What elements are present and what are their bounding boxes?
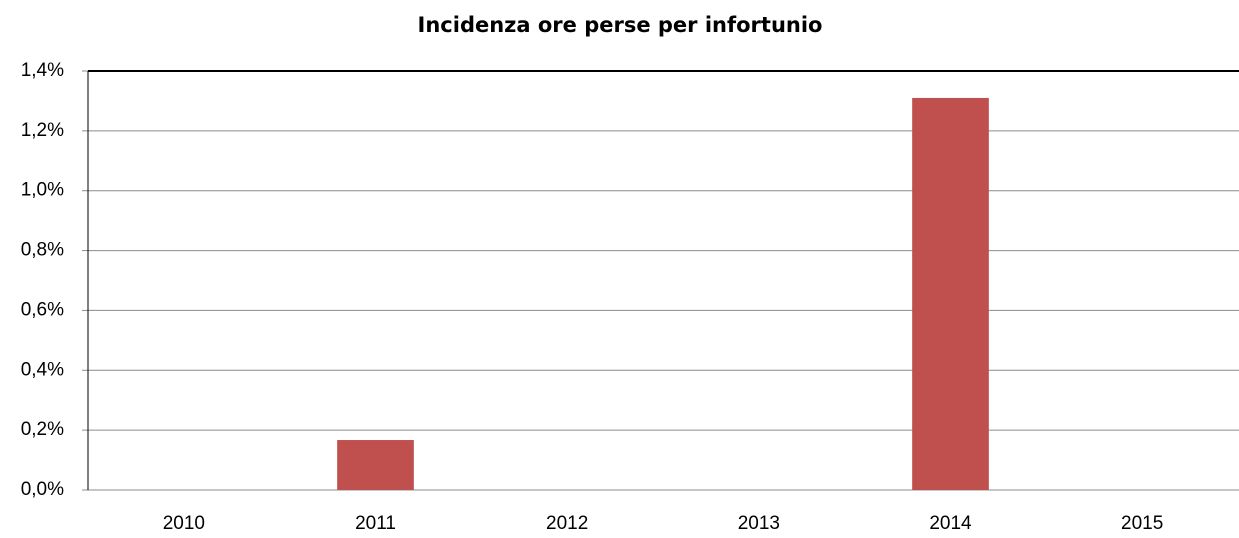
bar	[337, 440, 414, 490]
x-tick-label: 2015	[1121, 513, 1163, 534]
x-tick-label: 2014	[929, 513, 972, 534]
y-tick-label: 1,2%	[21, 120, 64, 141]
x-tick-label: 2012	[546, 513, 588, 534]
y-tick-label: 1,4%	[21, 60, 64, 81]
chart-title: Incidenza ore perse per infortunio	[418, 13, 823, 37]
x-tick-label: 2011	[355, 513, 396, 534]
y-tick-label: 0,8%	[21, 240, 64, 261]
bar	[912, 97, 989, 490]
y-tick-label: 0,4%	[21, 359, 64, 380]
y-tick-label: 0,6%	[21, 299, 64, 320]
x-tick-label: 2013	[738, 513, 780, 534]
y-tick-label: 1,0%	[21, 180, 64, 201]
y-tick-label: 0,2%	[21, 419, 64, 440]
x-tick-label: 2010	[163, 513, 205, 534]
y-tick-label: 0,0%	[21, 479, 64, 500]
